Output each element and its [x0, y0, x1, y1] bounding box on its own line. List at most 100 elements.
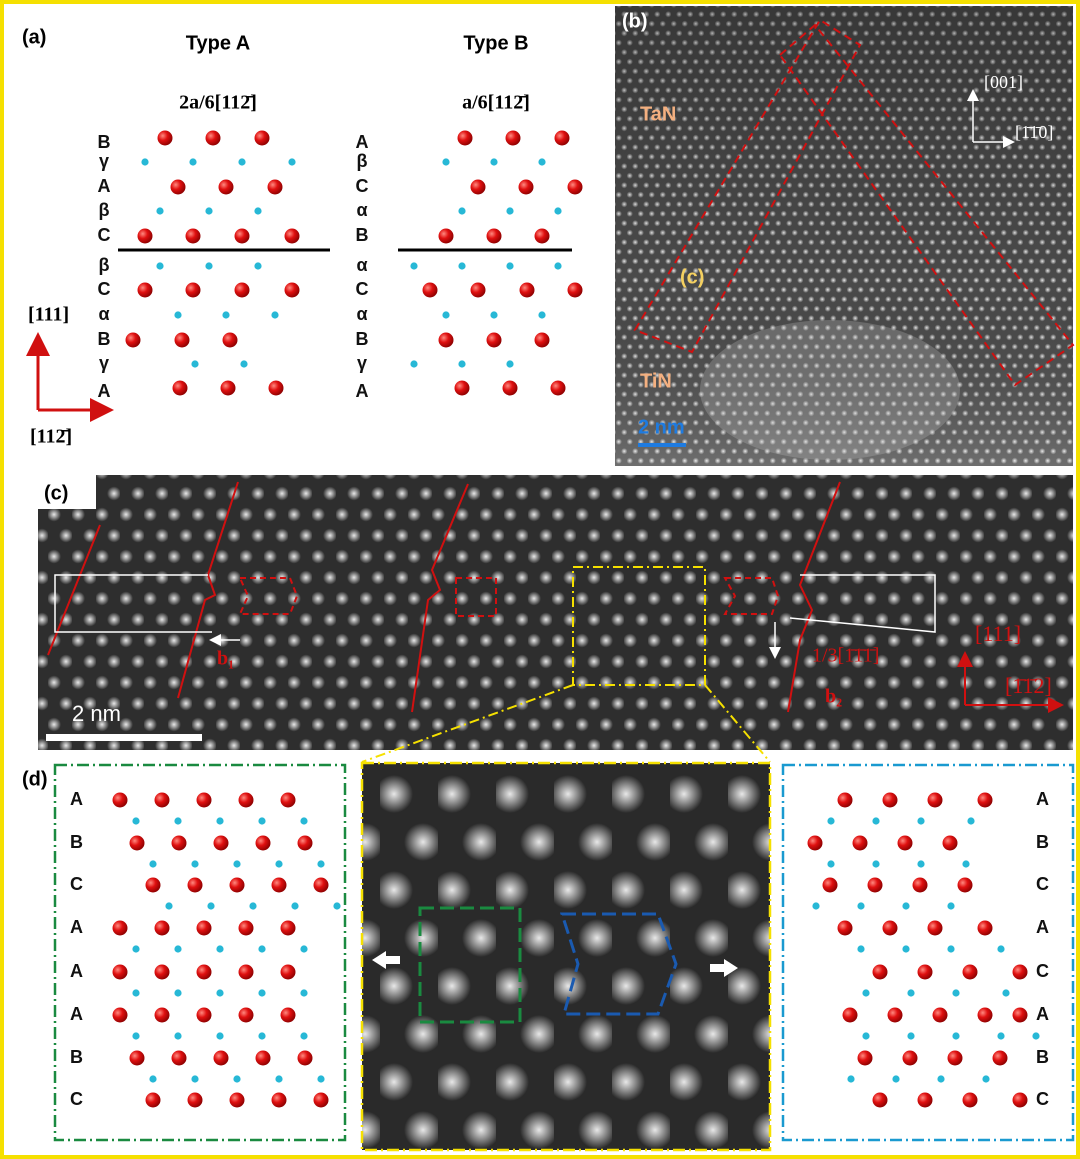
- atom-nitrogen: [300, 817, 308, 825]
- atom-metal: [145, 1092, 161, 1108]
- scale-bar: [46, 734, 202, 741]
- region-label: TaN: [640, 103, 676, 125]
- atom-metal: [271, 877, 287, 893]
- atom-metal: [932, 1007, 948, 1023]
- atom-metal: [112, 1007, 128, 1023]
- atom-nitrogen: [872, 860, 880, 868]
- atom-nitrogen: [258, 1032, 266, 1040]
- atom-nitrogen: [249, 902, 257, 910]
- atom-metal: [550, 380, 566, 396]
- panel-label: (a): [22, 26, 46, 48]
- atom-nitrogen: [490, 158, 498, 166]
- atom-metal: [154, 792, 170, 808]
- inset-label: (c): [680, 266, 704, 288]
- atom-nitrogen: [907, 989, 915, 997]
- atom-nitrogen: [967, 817, 975, 825]
- atom-metal: [112, 920, 128, 936]
- atom-metal: [1012, 964, 1028, 980]
- layer-label: B: [356, 329, 369, 349]
- atom-metal: [187, 877, 203, 893]
- atom-nitrogen: [442, 158, 450, 166]
- atom-nitrogen: [149, 860, 157, 868]
- atom-metal: [534, 228, 550, 244]
- atom-metal: [174, 332, 190, 348]
- atom-metal: [962, 1092, 978, 1108]
- atom-metal: [297, 1050, 313, 1066]
- atom-nitrogen: [174, 989, 182, 997]
- layer-label: A: [70, 789, 83, 809]
- atom-metal: [505, 130, 521, 146]
- layer-label: C: [356, 279, 369, 299]
- atom-nitrogen: [216, 1032, 224, 1040]
- atom-metal: [129, 1050, 145, 1066]
- atom-nitrogen: [165, 902, 173, 910]
- atom-nitrogen: [271, 311, 279, 319]
- panel-c: (c) b₁ b₂ 1/3[1̄1̄1̄] [111] [1̄1̄2] 2 nm: [38, 475, 1073, 750]
- atom-metal: [872, 964, 888, 980]
- atom-metal: [962, 964, 978, 980]
- atom-metal: [185, 282, 201, 298]
- atom-metal: [927, 792, 943, 808]
- atom-metal: [534, 332, 550, 348]
- vector: 2a/6[112̄]: [179, 92, 257, 114]
- atom-metal: [172, 380, 188, 396]
- micrograph: [360, 761, 772, 1152]
- atom-nitrogen: [458, 262, 466, 270]
- atom-nitrogen: [132, 1032, 140, 1040]
- atom-nitrogen: [216, 817, 224, 825]
- atom-metal: [902, 1050, 918, 1066]
- atom-nitrogen: [174, 945, 182, 953]
- atom-nitrogen: [506, 360, 514, 368]
- atom-nitrogen: [174, 817, 182, 825]
- atom-metal: [502, 380, 518, 396]
- zoom-box: [572, 566, 706, 686]
- atom-nitrogen: [275, 1075, 283, 1083]
- atom-nitrogen: [156, 207, 164, 215]
- atom-nitrogen: [947, 902, 955, 910]
- atom-metal: [942, 835, 958, 851]
- atom-nitrogen: [997, 1032, 1005, 1040]
- panel-a: (a) Type A Type B 2a/6[112̄] a/6[112̄] […: [22, 26, 583, 448]
- atom-metal: [313, 877, 329, 893]
- axis-label: [112̄]: [30, 426, 72, 448]
- atom-nitrogen: [952, 1032, 960, 1040]
- layer-label: α: [356, 255, 367, 275]
- atom-metal: [917, 1092, 933, 1108]
- atom-nitrogen: [191, 1075, 199, 1083]
- atom-metal: [238, 792, 254, 808]
- atom-nitrogen: [254, 262, 262, 270]
- atom-nitrogen: [300, 1032, 308, 1040]
- scale-label: 2 nm: [638, 416, 685, 438]
- atom-nitrogen: [191, 860, 199, 868]
- atom-nitrogen: [132, 817, 140, 825]
- atom-metal: [470, 179, 486, 195]
- layer-label: C: [70, 1089, 83, 1109]
- atom-metal: [234, 228, 250, 244]
- atom-nitrogen: [812, 902, 820, 910]
- atom-nitrogen: [317, 1075, 325, 1083]
- atom-nitrogen: [506, 262, 514, 270]
- layer-label: C: [98, 225, 111, 245]
- atom-nitrogen: [207, 902, 215, 910]
- atom-nitrogen: [300, 989, 308, 997]
- type-title: Type B: [463, 32, 528, 54]
- atom-nitrogen: [458, 207, 466, 215]
- atom-metal: [992, 1050, 1008, 1066]
- layer-label: A: [1036, 789, 1049, 809]
- contrast: [700, 320, 960, 460]
- atom-nitrogen: [189, 158, 197, 166]
- atom-metal: [154, 1007, 170, 1023]
- atom-metal: [112, 792, 128, 808]
- atom-nitrogen: [149, 1075, 157, 1083]
- atom-metal: [872, 1092, 888, 1108]
- layer-label: C: [356, 176, 369, 196]
- atom-metal: [882, 792, 898, 808]
- atom-nitrogen: [174, 1032, 182, 1040]
- atom-nitrogen: [205, 207, 213, 215]
- axis-label: [1̄1̄0]: [1015, 122, 1053, 142]
- atom-metal: [837, 920, 853, 936]
- layer-label: B: [1036, 832, 1049, 852]
- atom-metal: [1012, 1007, 1028, 1023]
